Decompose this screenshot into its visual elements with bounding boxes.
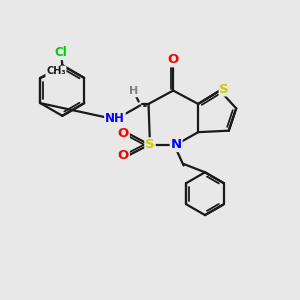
Text: H: H [129,86,138,96]
Text: CH₃: CH₃ [46,66,66,76]
Text: N: N [171,138,182,151]
Text: NH: NH [105,112,125,125]
Text: O: O [168,53,179,66]
Text: O: O [118,149,129,162]
Text: S: S [145,138,155,151]
Text: S: S [220,82,229,96]
Text: Cl: Cl [55,46,67,59]
Text: O: O [118,127,129,140]
